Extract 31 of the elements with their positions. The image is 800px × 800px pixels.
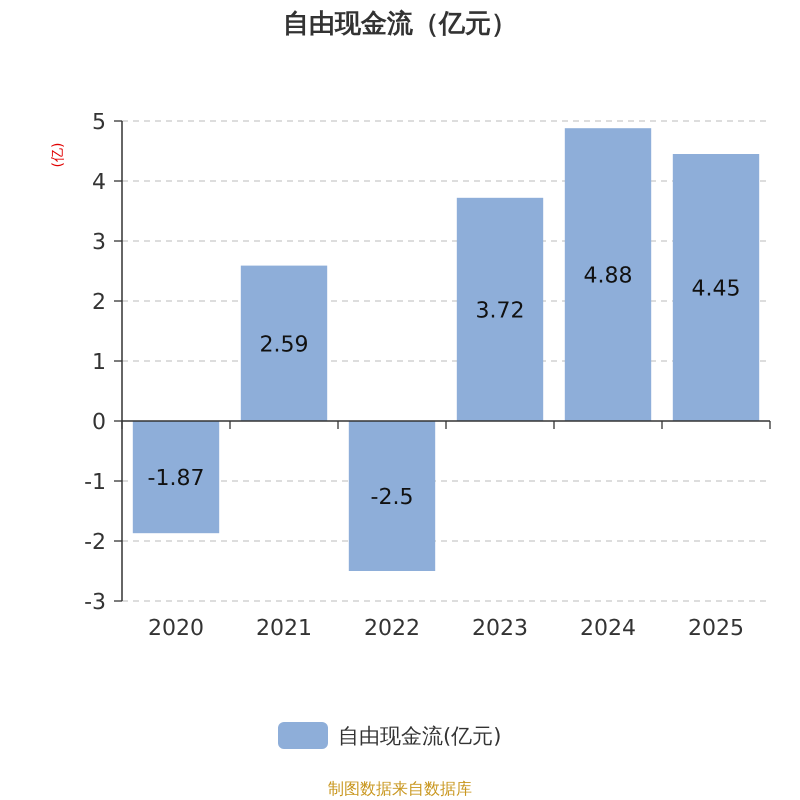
x-tick-label: 2022 — [364, 616, 420, 641]
data-label: -2.5 — [370, 485, 414, 510]
y-tick-label: -1 — [84, 470, 106, 495]
y-tick-label: 2 — [92, 290, 106, 315]
data-label: 2.59 — [260, 332, 308, 358]
bar — [348, 421, 436, 571]
y-tick-label: 1 — [92, 350, 106, 375]
x-tick-label: 2025 — [688, 616, 744, 641]
y-tick-label: 5 — [92, 110, 106, 135]
data-label: 4.45 — [692, 276, 740, 302]
data-label: 3.72 — [476, 298, 524, 324]
data-label: 4.88 — [584, 264, 632, 289]
x-tick-label: 2021 — [256, 616, 312, 641]
y-tick-label: 4 — [92, 170, 106, 195]
text: 制图数据来自数据库 — [328, 779, 472, 798]
bar — [564, 128, 652, 421]
bar — [240, 266, 328, 421]
x-tick-label: 2024 — [580, 616, 636, 641]
bar — [132, 421, 220, 534]
y-tick-label: 3 — [92, 230, 106, 255]
legend-label: 自由现金流(亿元) — [338, 724, 502, 748]
data-label: -1.87 — [148, 466, 204, 492]
y-tick-label: 0 — [92, 410, 106, 435]
bar — [672, 154, 760, 421]
y-tick-label: -3 — [84, 590, 106, 615]
x-tick-label: 2020 — [148, 616, 204, 641]
chart-title: 自由现金流（亿元） — [283, 9, 517, 39]
x-tick-label: 2023 — [472, 616, 528, 641]
y-tick-label: -2 — [84, 530, 106, 555]
bar — [456, 198, 544, 421]
y-axis-title: (亿) — [50, 142, 66, 168]
